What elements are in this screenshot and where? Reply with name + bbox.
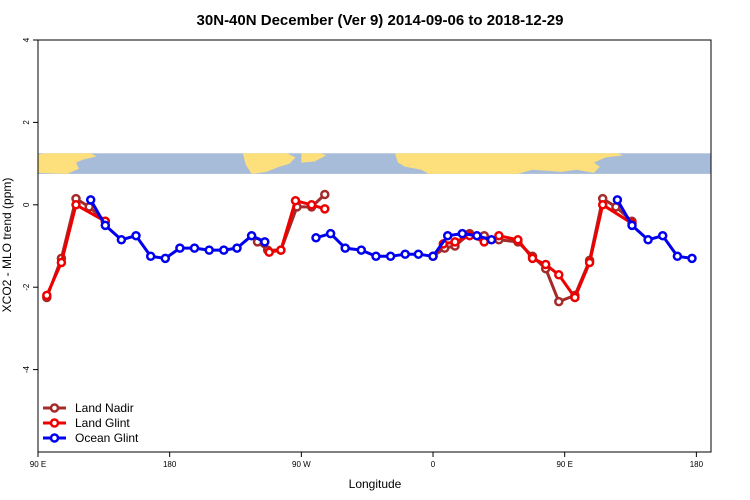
data-point	[672, 251, 683, 262]
x-tick-label: 90 E	[556, 460, 572, 469]
data-point	[246, 230, 257, 241]
map-land-4	[394, 153, 624, 174]
y-tick-label: 2	[22, 120, 31, 125]
data-point	[290, 195, 301, 206]
data-point	[276, 245, 286, 255]
data-point	[189, 243, 200, 253]
x-tick-label: 0	[431, 460, 436, 469]
series-line	[432, 197, 633, 304]
data-point	[450, 237, 460, 247]
data-point	[400, 249, 410, 259]
world-map-strip	[38, 153, 711, 174]
chart-title: 30N-40N December (Ver 9) 2014-09-06 to 2…	[197, 12, 564, 29]
x-tick-label: 90 E	[30, 460, 46, 469]
data-point	[325, 228, 336, 239]
series-land-glint	[42, 195, 637, 303]
data-point	[204, 245, 214, 255]
series-line	[616, 199, 693, 260]
data-point	[100, 220, 111, 231]
y-axis: 4 2 0 -2 -4	[22, 37, 38, 373]
data-point	[554, 270, 564, 280]
data-point	[260, 237, 270, 247]
data-point	[413, 249, 424, 259]
data-point	[56, 257, 67, 268]
data-point	[486, 235, 497, 245]
data-point	[428, 251, 438, 262]
data-point	[145, 251, 156, 262]
data-point	[71, 200, 81, 210]
data-point	[219, 245, 229, 255]
data-point	[472, 230, 482, 241]
x-tick-label: 90 W	[292, 460, 311, 469]
data-point	[371, 251, 381, 262]
legend-marker	[49, 418, 60, 428]
map-land-2	[242, 153, 296, 174]
series-land-nadir	[42, 189, 637, 307]
y-tick-label: 4	[22, 37, 31, 42]
data-point	[540, 259, 551, 270]
series-line	[45, 203, 107, 297]
series-line	[431, 203, 633, 299]
x-tick-label: 180	[163, 460, 177, 469]
data-point	[306, 200, 317, 210]
map-land-3	[301, 153, 327, 163]
data-point	[442, 230, 453, 241]
data-point	[320, 189, 330, 200]
data-point	[554, 296, 564, 307]
legend-item: Land Nadir	[43, 401, 134, 415]
legend-marker	[49, 433, 60, 443]
series-ocean-glint	[85, 195, 697, 264]
data-point	[42, 290, 52, 301]
data-point	[160, 253, 171, 264]
x-tick-label: 180	[690, 460, 704, 469]
legend-label: Ocean Glint	[75, 431, 139, 445]
y-tick-label: 0	[22, 202, 31, 207]
data-point	[513, 235, 523, 245]
data-point	[85, 195, 96, 205]
legend-label: Land Nadir	[75, 401, 134, 415]
legend-item: Ocean Glint	[43, 431, 139, 445]
data-point	[116, 235, 127, 245]
data-point	[340, 243, 350, 253]
series-line	[45, 197, 107, 299]
data-point	[527, 253, 538, 264]
x-axis-label: Longitude	[349, 477, 402, 491]
data-point	[570, 292, 580, 303]
y-tick-label: -2	[22, 283, 31, 291]
legend-label: Land Glint	[75, 416, 130, 430]
data-point	[356, 245, 367, 255]
data-point	[457, 228, 468, 239]
data-point	[597, 200, 608, 210]
data-point	[687, 253, 697, 264]
map-land-1	[38, 153, 97, 174]
data-point	[385, 251, 396, 262]
data-point	[657, 230, 668, 241]
data-point	[320, 204, 330, 214]
data-point	[175, 243, 185, 253]
data-point	[131, 230, 141, 241]
data-point	[311, 233, 321, 243]
data-point	[643, 235, 653, 245]
plot-frame	[37, 39, 712, 453]
data-point	[264, 247, 274, 257]
data-point	[584, 257, 595, 268]
x-axis: 90 E 180 90 W 0 90 E 180	[30, 452, 704, 469]
data-point	[612, 195, 623, 205]
y-axis-label: XCO2 - MLO trend (ppm)	[0, 178, 14, 313]
legend-item: Land Glint	[43, 416, 130, 430]
data-point	[494, 230, 504, 241]
legend-marker	[49, 403, 60, 413]
y-tick-label: -4	[22, 365, 31, 373]
data-point	[627, 220, 637, 231]
data-point	[232, 243, 242, 253]
